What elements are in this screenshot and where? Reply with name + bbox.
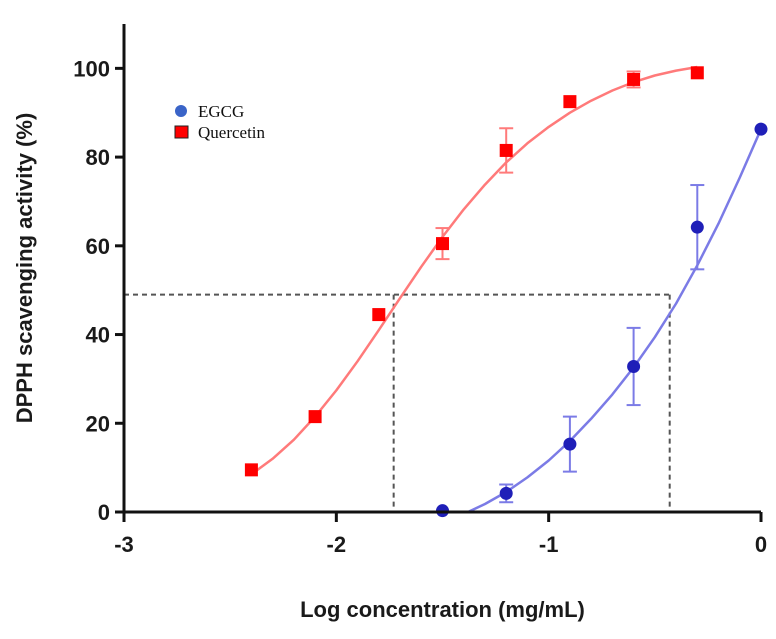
x-axis-ticks: -3 -2 -1 0	[114, 512, 767, 557]
data-point-egcg	[690, 220, 704, 234]
legend-marker-egcg	[175, 105, 187, 117]
x-axis-label: Log concentration (mg/mL)	[300, 597, 585, 622]
x-tick-label: 0	[755, 532, 767, 557]
reference-lines	[124, 293, 671, 512]
y-tick-label: 40	[86, 323, 110, 348]
data-point-quercetin	[499, 143, 513, 157]
data-point-egcg	[754, 122, 768, 136]
y-tick-label: 60	[86, 234, 110, 259]
data-point-quercetin	[690, 66, 704, 80]
y-tick-label: 0	[98, 500, 110, 525]
data-point-egcg	[627, 359, 641, 373]
data-point-quercetin	[308, 410, 322, 424]
y-axis-label: DPPH scavenging activity (%)	[12, 113, 37, 424]
y-tick-label: 20	[86, 411, 110, 436]
x-tick-label: -3	[114, 532, 134, 557]
data-point-quercetin	[436, 237, 449, 251]
legend-marker-quercetin	[174, 125, 189, 139]
data-point-quercetin	[244, 463, 258, 477]
x-tick-label: -1	[539, 532, 559, 557]
data-point-quercetin	[563, 95, 577, 109]
data-point-quercetin	[627, 72, 641, 86]
data-point-quercetin	[372, 308, 386, 322]
x-tick-label: -2	[327, 532, 347, 557]
legend: EGCG Quercetin	[174, 102, 266, 142]
fit-curve-egcg	[467, 128, 763, 514]
legend-label-egcg: EGCG	[198, 102, 244, 121]
fit-curve-quercetin	[250, 65, 698, 476]
y-axis-ticks: 0 20 40 60 80 100	[73, 56, 124, 525]
fit-curves	[250, 65, 763, 514]
data-point-egcg	[499, 486, 513, 500]
data-point-egcg	[563, 437, 577, 451]
y-tick-label: 100	[73, 56, 110, 81]
y-tick-label: 80	[86, 145, 110, 170]
legend-label-quercetin: Quercetin	[198, 123, 266, 142]
